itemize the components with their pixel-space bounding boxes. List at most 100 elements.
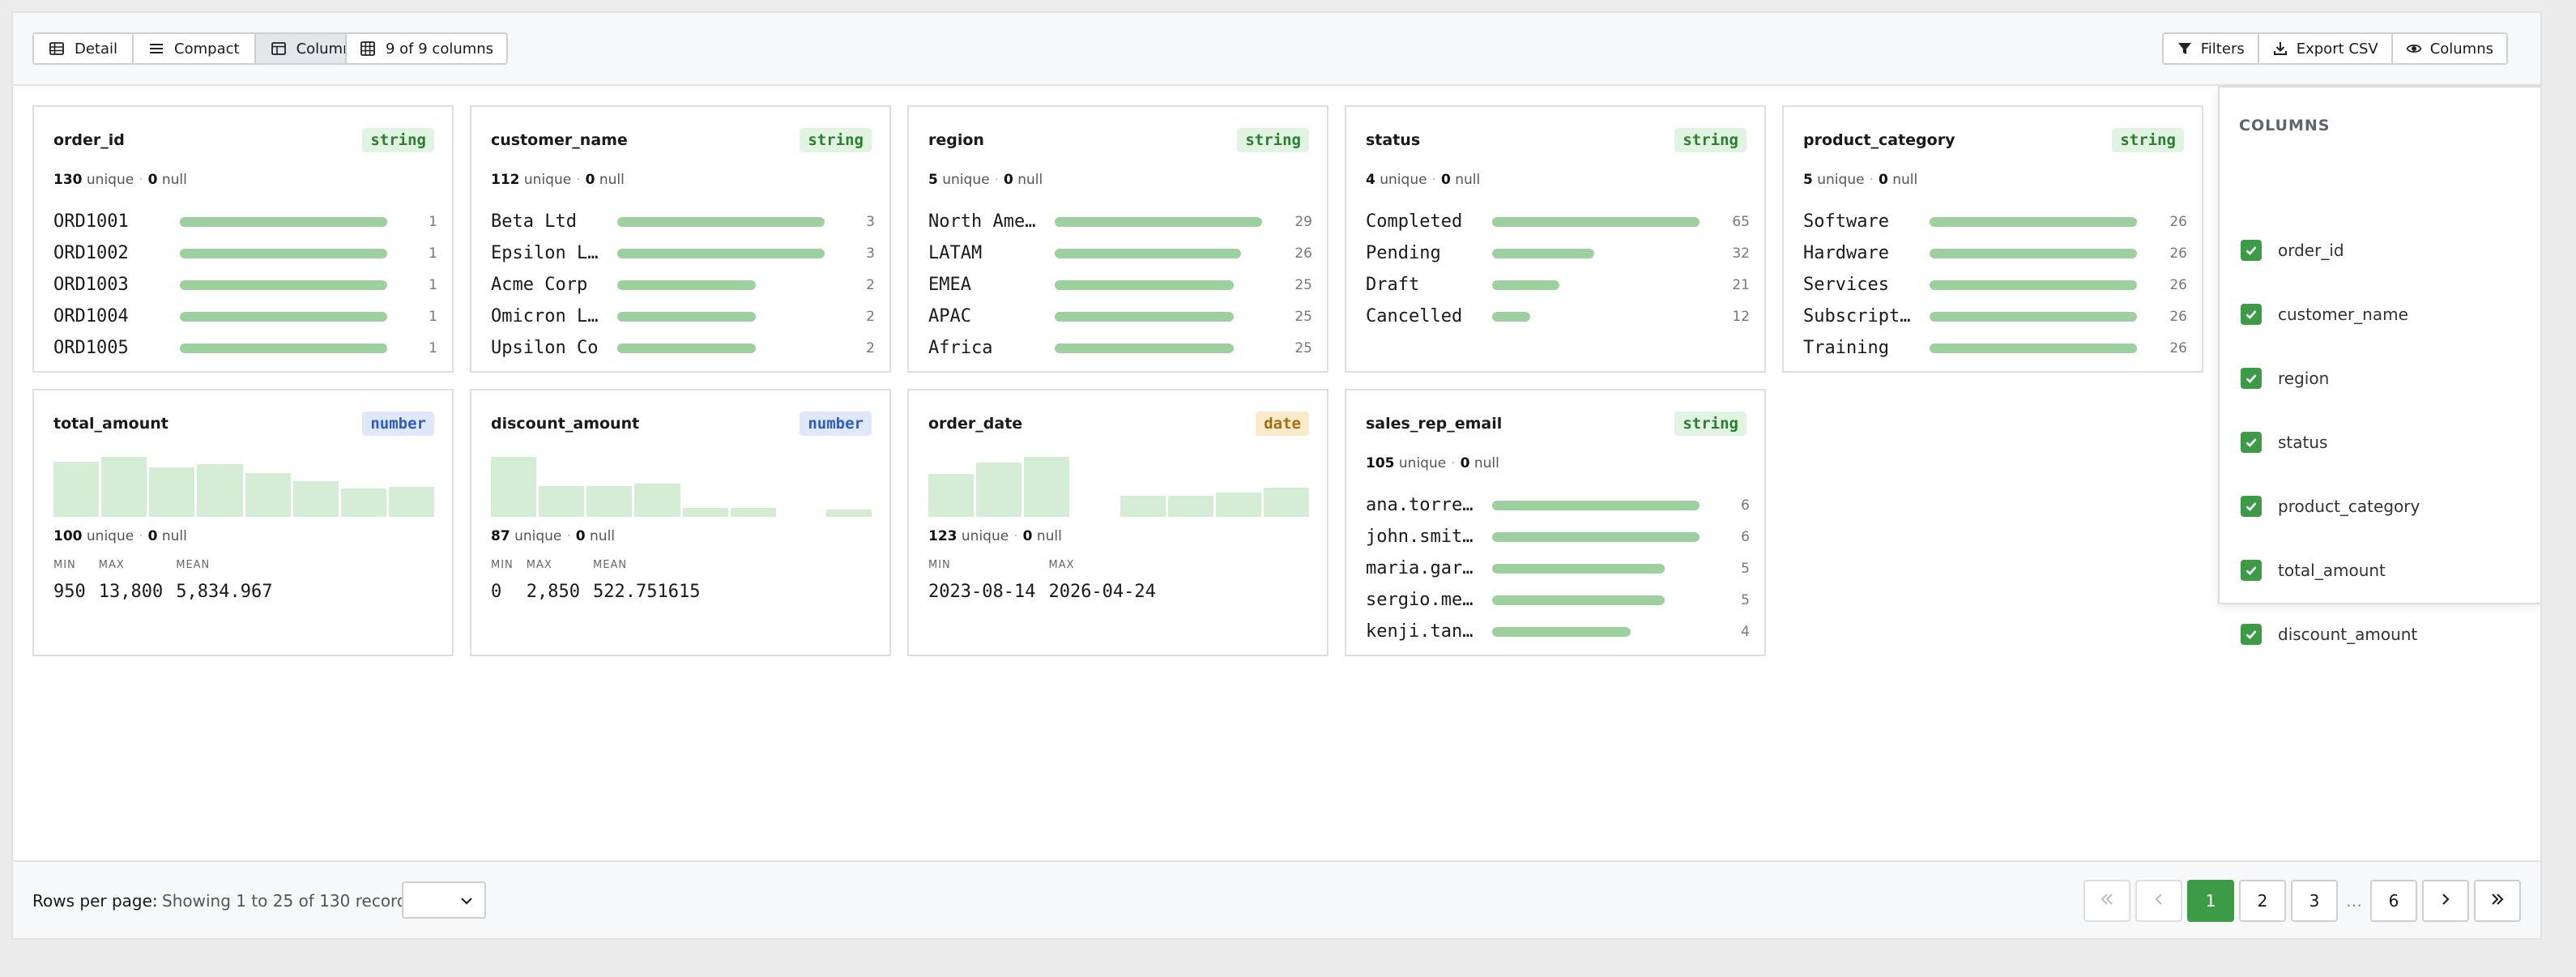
- first-page-button[interactable]: [2083, 880, 2130, 922]
- column-toggle-label: status: [2278, 433, 2328, 452]
- page-button-6[interactable]: 6: [2370, 880, 2417, 922]
- column-count-button[interactable]: 9 of 9 columns: [345, 32, 509, 65]
- column-card-sales-rep-email[interactable]: sales_rep_email string 105 unique · 0 null…: [1345, 389, 1766, 656]
- top-value-bar-track: [1492, 626, 1700, 637]
- top-value-bar: [617, 343, 756, 353]
- checkbox-checked-icon[interactable]: [2241, 304, 2262, 325]
- top-value-row: john.smit… 6: [1366, 521, 1750, 552]
- column-name: order_id: [53, 131, 125, 149]
- unique-count: 112: [491, 172, 520, 188]
- column-card-discount-amount[interactable]: discount_amount number 87 unique · 0 null …: [470, 389, 891, 656]
- column-stats: 87 unique · 0 null: [491, 528, 616, 544]
- column-stats: 105 unique · 0 null: [1366, 455, 1499, 471]
- top-value-label: Services: [1803, 275, 1889, 295]
- prev-page-button[interactable]: [2135, 880, 2182, 922]
- view-detail-button[interactable]: Detail: [34, 34, 134, 63]
- checkbox-checked-icon[interactable]: [2241, 432, 2262, 453]
- top-value-label: LATAM: [928, 243, 983, 263]
- top-value-row: Draft 21: [1366, 269, 1750, 301]
- page-button-1[interactable]: 1: [2187, 880, 2234, 922]
- checkbox-checked-icon[interactable]: [2241, 240, 2262, 261]
- column-card-order-date[interactable]: order_date date 123 unique · 0 null MIN 202…: [907, 389, 1329, 656]
- type-badge: date: [1256, 412, 1309, 436]
- top-value-bar-track: [1055, 343, 1262, 353]
- column-name: status: [1366, 131, 1421, 149]
- view-detail-label: Detail: [75, 40, 118, 58]
- top-value-label: ORD1005: [53, 338, 129, 358]
- top-value-bar-track: [1930, 216, 2137, 227]
- histogram-bar: [825, 510, 872, 517]
- histogram: [928, 457, 1309, 517]
- top-value-label: ORD1004: [53, 306, 129, 326]
- column-toggle-customer-name[interactable]: customer_name: [2241, 302, 2408, 326]
- column-card-product-category[interactable]: product_category string 5 unique · 0 null …: [1782, 105, 2203, 373]
- column-toggle-total-amount[interactable]: total_amount: [2241, 558, 2386, 582]
- top-value-row: Completed 65: [1366, 206, 1750, 237]
- filters-button[interactable]: Filters: [2163, 34, 2259, 63]
- column-card-region[interactable]: region string 5 unique · 0 null North Ame……: [907, 105, 1329, 373]
- column-name: customer_name: [491, 131, 628, 149]
- unique-count: 87: [491, 528, 510, 544]
- column-stats: 100 unique · 0 null: [53, 528, 187, 544]
- export-csv-label: Export CSV: [2296, 40, 2378, 58]
- column-toggle-region[interactable]: region: [2241, 366, 2329, 390]
- top-value-bar: [1055, 248, 1241, 258]
- histogram-bar: [53, 461, 100, 517]
- stat-max: MAX 2026-04-24: [1048, 559, 1155, 602]
- rows-per-page-select[interactable]: [402, 881, 486, 919]
- column-card-order-id[interactable]: order_id string 130 unique · 0 null ORD100…: [32, 105, 454, 373]
- top-value-count: 26: [1294, 245, 1312, 262]
- top-value-row: EMEA 25: [928, 269, 1312, 301]
- next-page-button[interactable]: [2422, 880, 2469, 922]
- top-value-row: LATAM 26: [928, 237, 1312, 269]
- top-value-label: Upsilon Co: [491, 338, 599, 358]
- column-stats: 112 unique · 0 null: [491, 172, 625, 188]
- top-value-count: 2: [866, 339, 875, 356]
- column-toggle-product-category[interactable]: product_category: [2241, 494, 2420, 518]
- top-value-count: 1: [429, 276, 437, 293]
- stat-label: MAX: [1048, 559, 1075, 571]
- stat-value: 950: [53, 582, 86, 602]
- column-toggle-discount-amount[interactable]: discount_amount: [2241, 622, 2417, 646]
- columns-panel: COLUMNS order_id customer_name region statu…: [2218, 86, 2540, 645]
- top-value-bar: [1492, 563, 1665, 574]
- null-label: null: [1474, 455, 1499, 471]
- last-page-button[interactable]: [2474, 880, 2521, 922]
- top-value-count: 26: [2169, 308, 2187, 325]
- checkbox-checked-icon[interactable]: [2241, 624, 2262, 645]
- top-value-bar-track: [180, 279, 387, 290]
- column-toggle-status[interactable]: status: [2241, 430, 2327, 454]
- min-max-mean: MIN 0 MAX 2,850 MEAN 522.751615: [491, 559, 700, 602]
- checkbox-checked-icon[interactable]: [2241, 368, 2262, 389]
- columns-button[interactable]: Columns: [2392, 34, 2506, 63]
- stat-value: 2023-08-14: [928, 582, 1036, 602]
- histogram-bar: [101, 457, 147, 517]
- page-button-3[interactable]: 3: [2291, 880, 2338, 922]
- unique-count: 5: [928, 172, 938, 188]
- top-value-bar: [1492, 595, 1665, 605]
- stat-value: 2026-04-24: [1048, 582, 1156, 602]
- page-button-2[interactable]: 2: [2239, 880, 2286, 922]
- column-card-customer-name[interactable]: customer_name string 112 unique · 0 null B…: [470, 105, 891, 373]
- top-value-label: North Ame…: [928, 211, 1036, 232]
- top-value-bar: [1930, 248, 2137, 258]
- rows-per-page-label: Rows per page:: [32, 891, 158, 911]
- view-compact-button[interactable]: Compact: [134, 34, 256, 63]
- checkbox-checked-icon[interactable]: [2241, 496, 2262, 517]
- column-card-status[interactable]: status string 4 unique · 0 null Completed 6…: [1345, 105, 1766, 373]
- histogram-bar: [539, 485, 585, 517]
- top-value-bar-track: [1055, 248, 1262, 258]
- null-count: 0: [1022, 528, 1033, 544]
- column-name: product_category: [1803, 131, 1955, 149]
- column-toggle-order-id[interactable]: order_id: [2241, 238, 2344, 262]
- column-toggle-label: order_id: [2278, 241, 2344, 260]
- column-card-total-amount[interactable]: total_amount number 100 unique · 0 null MI…: [32, 389, 454, 656]
- top-value-bar: [617, 216, 825, 227]
- top-value-count: 3: [866, 213, 875, 230]
- top-value-row: ORD1002 1: [53, 237, 437, 269]
- null-label: null: [161, 528, 187, 544]
- export-csv-button[interactable]: Export CSV: [2258, 34, 2393, 63]
- checkbox-checked-icon[interactable]: [2241, 560, 2262, 581]
- top-value-count: 1: [429, 339, 437, 356]
- top-value-label: Training: [1803, 338, 1889, 358]
